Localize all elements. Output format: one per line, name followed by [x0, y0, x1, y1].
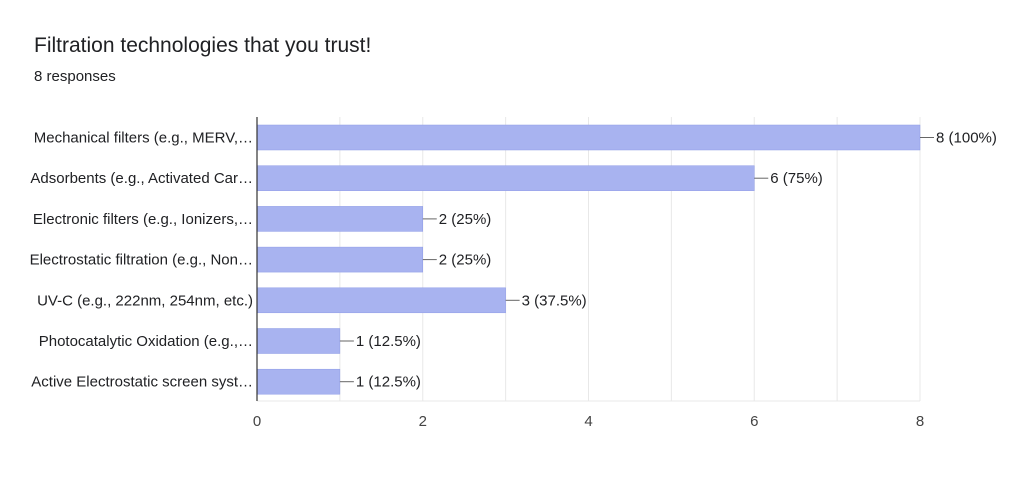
bar [256, 328, 341, 354]
data-label: 2 (25%) [439, 252, 492, 269]
data-label: 2 (25%) [439, 211, 492, 228]
response-count: 8 responses [34, 68, 116, 85]
category-label: Adsorbents (e.g., Activated Car… [30, 170, 253, 187]
x-tick-label: 8 [916, 413, 924, 430]
category-label: Photocatalytic Oxidation (e.g.,… [39, 333, 253, 350]
x-tick-label: 2 [419, 413, 427, 430]
data-label: 1 (12.5%) [356, 333, 421, 350]
category-label: Electrostatic filtration (e.g., Non… [30, 252, 253, 269]
data-label: 6 (75%) [770, 170, 823, 187]
chart-title: Filtration technologies that you trust! [34, 34, 372, 57]
bar [256, 246, 423, 273]
data-label: 1 (12.5%) [356, 374, 421, 391]
x-tick-label: 6 [750, 413, 758, 430]
bar [256, 206, 423, 232]
bar [256, 287, 506, 314]
x-tick-label: 4 [584, 413, 592, 430]
bar [256, 124, 921, 151]
x-tick-label: 0 [253, 413, 261, 430]
bar [256, 165, 755, 191]
category-label: Active Electrostatic screen syst… [31, 374, 253, 391]
bar [256, 368, 341, 395]
category-label: Mechanical filters (e.g., MERV,… [34, 130, 253, 147]
data-label: 8 (100%) [936, 130, 997, 147]
category-label: UV-C (e.g., 222nm, 254nm, etc.) [37, 292, 253, 309]
data-label: 3 (37.5%) [522, 292, 587, 309]
category-label: Electronic filters (e.g., Ionizers,… [33, 211, 253, 228]
